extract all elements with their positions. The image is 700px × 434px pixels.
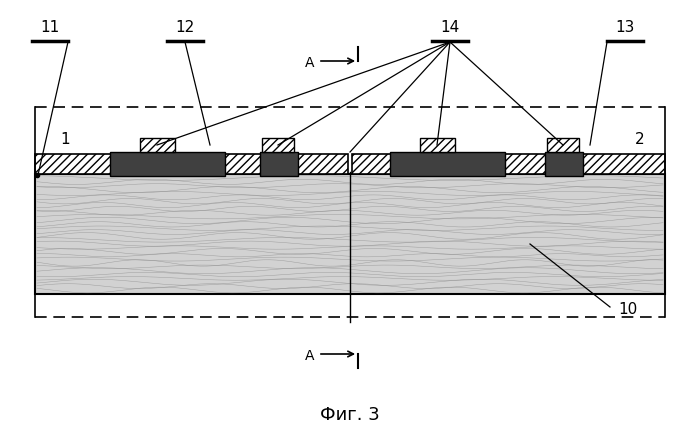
- Bar: [140, 139, 175, 153]
- Text: А: А: [304, 348, 314, 362]
- Text: 1: 1: [60, 132, 70, 147]
- Bar: [420, 139, 455, 153]
- Text: Фиг. 3: Фиг. 3: [320, 405, 380, 423]
- Bar: [262, 139, 294, 153]
- Bar: [352, 155, 665, 174]
- Bar: [260, 153, 298, 177]
- Bar: [35, 155, 348, 174]
- Bar: [35, 174, 665, 294]
- Text: 14: 14: [440, 20, 460, 36]
- Text: А: А: [304, 56, 314, 70]
- Bar: [390, 153, 505, 177]
- Text: 11: 11: [41, 20, 60, 36]
- Text: 12: 12: [176, 20, 195, 36]
- Bar: [547, 139, 579, 153]
- Bar: [545, 153, 583, 177]
- Bar: [110, 153, 225, 177]
- Text: 10: 10: [618, 302, 637, 317]
- Text: 2: 2: [635, 132, 645, 147]
- Text: 13: 13: [615, 20, 635, 36]
